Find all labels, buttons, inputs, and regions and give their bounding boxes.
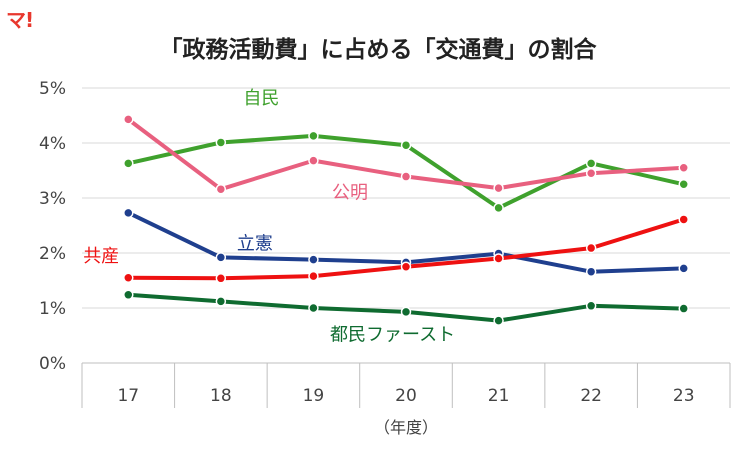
x-tick-label: 19	[303, 386, 325, 406]
series-points	[123, 114, 689, 326]
data-point	[678, 162, 689, 173]
data-point	[215, 296, 227, 307]
data-point	[678, 303, 689, 314]
y-tick-label: 3%	[39, 189, 66, 209]
data-point	[308, 130, 319, 142]
y-tick-label: 2%	[39, 244, 66, 264]
y-tick-label: 0%	[39, 354, 66, 374]
x-tick-label: 18	[210, 386, 232, 406]
chart-title: 「政務活動費」に占める「交通費」の割合	[159, 37, 597, 63]
logo: マ!	[6, 8, 34, 32]
x-tick-labels: 17 18 19 20 21 22 23	[117, 386, 694, 406]
series-label: 都民ファースト	[330, 325, 455, 346]
y-tick-labels: 0% 1% 2% 3% 4% 5%	[39, 79, 66, 374]
data-point	[493, 182, 504, 194]
data-point	[400, 139, 412, 151]
data-point	[308, 270, 319, 282]
series-label: 公明	[332, 183, 368, 204]
data-point	[493, 253, 504, 264]
x-tick-label: 20	[395, 386, 417, 406]
data-point	[678, 179, 689, 190]
series-label: 立憲	[237, 232, 273, 254]
data-point	[123, 289, 134, 301]
data-point	[678, 263, 689, 274]
data-point	[585, 266, 597, 277]
y-tick-label: 5%	[39, 79, 66, 99]
data-point	[123, 207, 134, 219]
x-tick-label: 17	[117, 386, 139, 406]
y-tick-label: 4%	[39, 134, 66, 154]
data-point	[308, 155, 319, 166]
data-point	[585, 242, 597, 254]
x-tick-label: 23	[673, 386, 695, 406]
data-point	[215, 183, 227, 195]
data-point	[215, 137, 227, 148]
data-point	[585, 168, 597, 179]
data-point	[493, 202, 504, 214]
data-point	[215, 252, 227, 263]
data-point	[585, 158, 597, 169]
y-tick-label: 1%	[39, 299, 66, 319]
data-point	[123, 272, 134, 283]
series-label: 共産	[83, 246, 119, 267]
data-point	[678, 214, 689, 225]
data-point	[400, 261, 412, 272]
data-point	[215, 273, 227, 284]
x-axis-unit-label: （年度）	[374, 418, 438, 437]
axes	[81, 362, 731, 408]
data-point	[123, 114, 134, 125]
data-point	[585, 300, 597, 312]
data-point	[400, 306, 412, 318]
data-point	[493, 315, 504, 326]
data-point	[123, 158, 134, 169]
data-point	[308, 254, 319, 265]
series-label: 自民	[243, 88, 279, 109]
data-point	[400, 171, 412, 182]
grid-lines	[82, 87, 730, 309]
data-point	[308, 302, 319, 314]
x-tick-label: 21	[488, 386, 510, 406]
x-tick-label: 22	[580, 386, 602, 406]
